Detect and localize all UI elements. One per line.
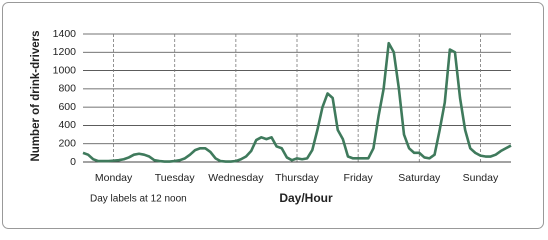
y-tick-label: 1400 [53,28,77,40]
annotation: Day labels at 12 noon [90,194,187,205]
x-tick-label: Monday [95,172,133,184]
y-axis-title: Number of drink-drivers [30,31,42,162]
y-tick-label: 600 [58,101,76,113]
x-axis-title: Day/Hour [279,191,333,205]
y-tick-label: 1200 [53,46,77,58]
chart: Number of drink-drivers Day/Hour Day lab… [2,2,544,229]
x-tick-label: Saturday [398,172,441,184]
y-tick-label: 200 [58,137,76,149]
x-tick-label: Friday [344,172,374,184]
y-tick-label: 400 [58,119,76,131]
x-tick-label: Wednesday [208,172,264,184]
x-tick-label: Tuesday [155,172,196,184]
x-tick-label: Sunday [463,172,499,184]
y-tick-label: 0 [70,156,76,168]
y-tick-label: 1000 [53,64,77,76]
x-tick-label: Thursday [275,172,320,184]
data-line [82,41,512,163]
y-tick-label: 800 [58,83,76,95]
frame [2,2,544,229]
